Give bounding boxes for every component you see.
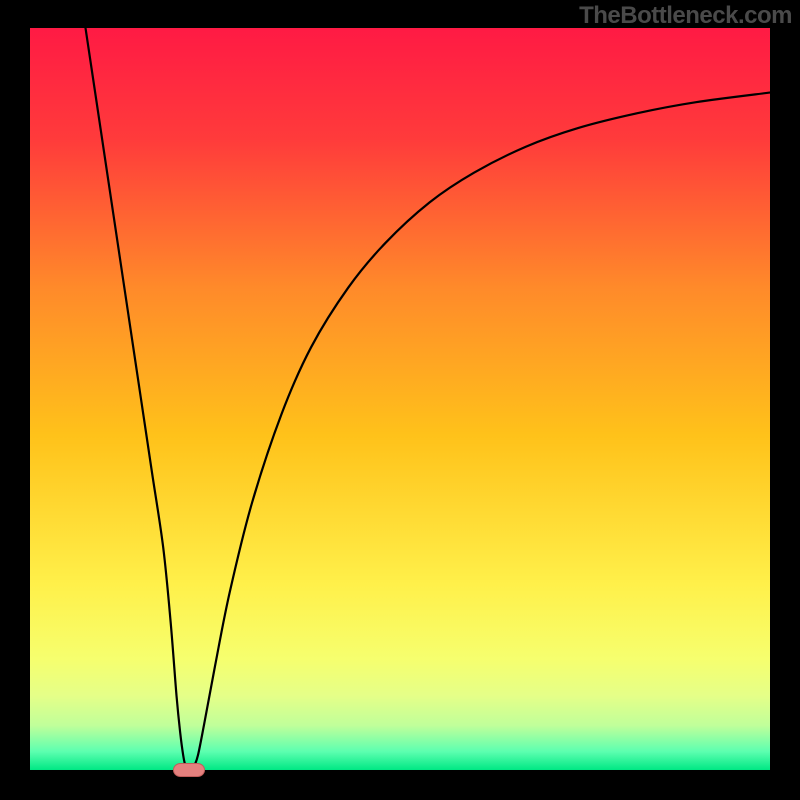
marker-pill (174, 764, 205, 777)
bottleneck-marker (173, 763, 205, 777)
marker-svg (173, 763, 205, 777)
plot-svg (30, 28, 770, 770)
watermark-text: TheBottleneck.com (579, 2, 792, 30)
plot-area (30, 28, 770, 770)
chart-root: TheBottleneck.com (0, 0, 800, 800)
